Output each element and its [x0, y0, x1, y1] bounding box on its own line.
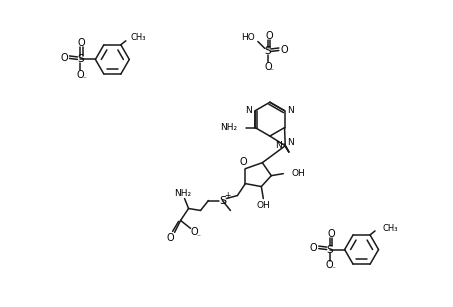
Text: CH₃: CH₃ [382, 224, 398, 233]
Text: N: N [287, 138, 294, 147]
Text: ⁻: ⁻ [270, 66, 274, 76]
Text: O: O [191, 227, 198, 237]
Text: N: N [288, 106, 294, 115]
Text: O: O [280, 45, 288, 55]
Text: S: S [77, 54, 84, 64]
Text: +: + [224, 191, 231, 200]
Text: N: N [246, 106, 252, 115]
Text: OH: OH [256, 201, 270, 210]
Text: O: O [265, 30, 273, 41]
Text: O: O [61, 53, 68, 63]
Text: S: S [219, 196, 226, 205]
Text: S: S [326, 245, 333, 255]
Text: ⁻: ⁻ [332, 264, 336, 274]
Text: HO: HO [241, 33, 255, 42]
Text: O: O [77, 70, 84, 80]
Text: O: O [240, 157, 247, 167]
Text: NH₂: NH₂ [220, 123, 237, 132]
Text: O: O [327, 229, 335, 239]
Text: CH₃: CH₃ [131, 33, 146, 42]
Text: O: O [78, 38, 86, 49]
Text: NH₂: NH₂ [174, 189, 191, 198]
Text: O: O [167, 233, 174, 243]
Text: S: S [265, 46, 271, 56]
Text: N: N [275, 141, 282, 150]
Text: OH: OH [291, 169, 305, 178]
Text: O: O [326, 261, 333, 270]
Text: ⁻: ⁻ [197, 232, 201, 241]
Text: O: O [310, 243, 318, 253]
Text: ⁻: ⁻ [82, 74, 87, 83]
Text: O: O [264, 62, 272, 72]
